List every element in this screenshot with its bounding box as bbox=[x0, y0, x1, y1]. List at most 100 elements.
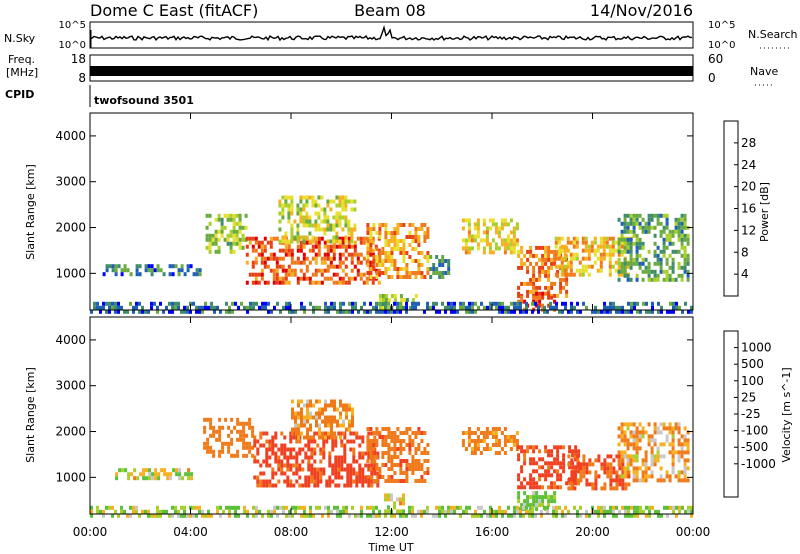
velocity-cell bbox=[550, 499, 554, 504]
velocity-cell bbox=[298, 467, 302, 472]
velocity-cell bbox=[253, 443, 257, 448]
power-cell bbox=[575, 256, 579, 261]
power-cell bbox=[335, 223, 339, 228]
power-cell bbox=[596, 244, 600, 249]
velocity-cell bbox=[387, 447, 391, 451]
velocity-cell bbox=[561, 509, 564, 514]
power-cell bbox=[659, 261, 663, 266]
power-cell bbox=[560, 264, 564, 269]
power-cell bbox=[302, 252, 306, 257]
power-cell bbox=[429, 305, 432, 310]
power-cell bbox=[332, 235, 336, 240]
power-cell bbox=[393, 309, 396, 314]
power-cell bbox=[255, 301, 258, 306]
power-cell bbox=[626, 264, 630, 269]
velocity-cell bbox=[547, 473, 551, 478]
velocity-cell bbox=[633, 513, 636, 518]
velocity-cell bbox=[187, 472, 191, 477]
velocity-cell bbox=[231, 505, 234, 510]
velocity-cell bbox=[230, 453, 234, 458]
velocity-cell bbox=[309, 435, 312, 440]
velocity-cell bbox=[665, 470, 669, 475]
power-cell bbox=[532, 269, 536, 274]
velocity-cell bbox=[671, 458, 675, 463]
velocity-cell bbox=[292, 435, 296, 440]
velocity-cell bbox=[324, 415, 327, 420]
power-cell bbox=[677, 237, 681, 242]
power-cell bbox=[635, 277, 639, 282]
power-cell bbox=[290, 203, 294, 208]
power-cell bbox=[529, 281, 533, 286]
power-cell bbox=[560, 268, 564, 273]
power-cell bbox=[553, 253, 557, 258]
power-cell bbox=[311, 256, 315, 261]
power-cell bbox=[657, 301, 660, 306]
power-cell bbox=[552, 305, 555, 310]
velocity-cell bbox=[306, 513, 309, 518]
velocity-cell bbox=[256, 459, 260, 464]
power-cell bbox=[602, 252, 606, 257]
velocity-colorbar-tick-label: 500 bbox=[741, 357, 764, 371]
power-cell bbox=[186, 264, 190, 269]
power-cell bbox=[320, 280, 324, 285]
x-axis-title: Time UT bbox=[367, 541, 413, 554]
power-cell bbox=[281, 256, 285, 261]
power-cell bbox=[569, 264, 573, 269]
power-cell bbox=[141, 309, 144, 314]
power-cell bbox=[503, 238, 507, 243]
power-cell bbox=[656, 253, 660, 258]
power-cell bbox=[572, 252, 576, 257]
power-cell bbox=[189, 309, 192, 314]
power-cell bbox=[369, 227, 373, 231]
power-cell bbox=[213, 305, 216, 310]
power-cell bbox=[647, 249, 651, 254]
velocity-cell bbox=[547, 495, 551, 500]
velocity-cell bbox=[142, 472, 146, 477]
velocity-cell bbox=[408, 505, 411, 510]
power-cell bbox=[399, 267, 403, 271]
velocity-cell bbox=[532, 457, 536, 462]
velocity-cell bbox=[230, 441, 234, 446]
power-cell bbox=[531, 309, 534, 314]
power-cell bbox=[324, 305, 327, 310]
velocity-cell bbox=[310, 475, 314, 480]
velocity-cell bbox=[550, 485, 554, 490]
velocity-cell bbox=[352, 455, 356, 460]
power-cell bbox=[523, 299, 527, 304]
power-cell bbox=[467, 218, 471, 223]
power-cell bbox=[248, 240, 252, 245]
power-cell bbox=[314, 252, 318, 257]
velocity-cell bbox=[621, 462, 625, 467]
velocity-cell bbox=[378, 471, 382, 475]
power-cell bbox=[648, 309, 651, 314]
velocity-cell bbox=[465, 509, 468, 514]
power-cell bbox=[320, 207, 324, 212]
velocity-cell bbox=[198, 505, 201, 510]
power-cell bbox=[320, 268, 324, 273]
power-cell bbox=[471, 301, 474, 306]
power-cell bbox=[305, 256, 309, 261]
power-cell bbox=[544, 253, 548, 258]
velocity-cell bbox=[494, 431, 498, 435]
power-cell bbox=[569, 272, 573, 277]
velocity-cell bbox=[644, 470, 648, 475]
power-cell bbox=[474, 301, 477, 306]
velocity-cell bbox=[645, 513, 648, 518]
power-cell bbox=[378, 294, 382, 298]
velocity-cell bbox=[497, 427, 501, 431]
power-cell bbox=[387, 239, 391, 243]
power-cell bbox=[399, 294, 403, 298]
power-cell bbox=[584, 244, 588, 249]
velocity-cell bbox=[597, 458, 601, 463]
velocity-cell bbox=[346, 467, 350, 472]
power-cell bbox=[529, 249, 533, 254]
power-cell bbox=[359, 236, 363, 241]
velocity-cell bbox=[411, 467, 415, 471]
power-cell bbox=[438, 263, 442, 267]
power-cell bbox=[651, 301, 654, 306]
velocity-cell bbox=[644, 458, 648, 463]
velocity-cell bbox=[337, 467, 341, 472]
power-cell bbox=[544, 245, 548, 250]
power-cell bbox=[668, 237, 672, 242]
power-cell bbox=[559, 289, 563, 294]
